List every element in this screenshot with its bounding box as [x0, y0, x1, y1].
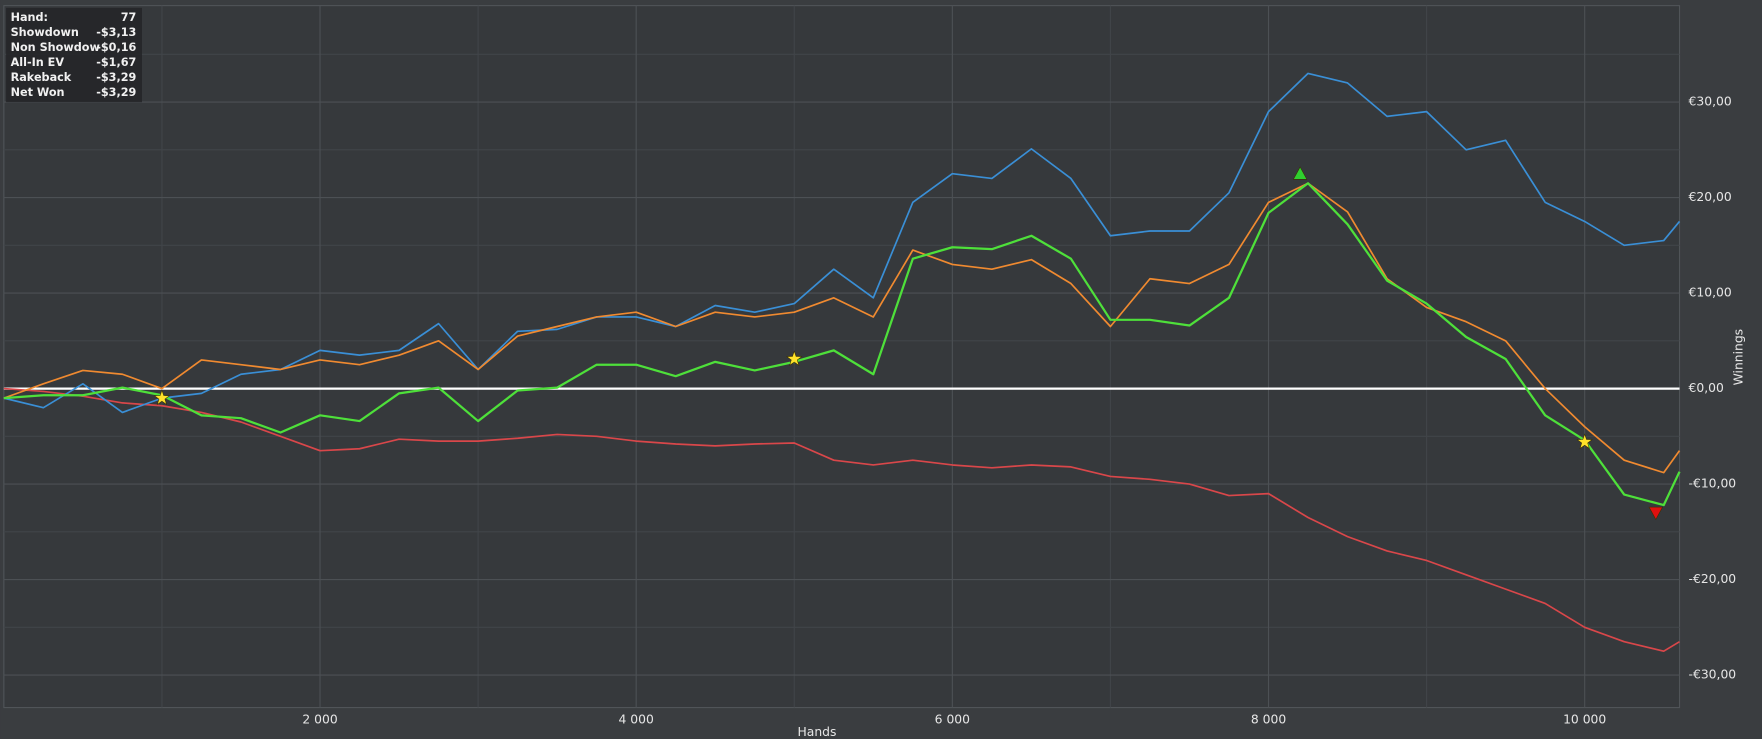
x-axis-label: Hands: [798, 725, 837, 739]
info-label: Non Showdow: [11, 41, 100, 54]
info-label: Rakeback: [11, 71, 72, 84]
info-value: 77: [121, 11, 137, 24]
markers: [153, 166, 1664, 521]
info-label: All-In EV: [11, 56, 65, 69]
plot-area: [3, 5, 1681, 709]
x-tick-label: 6 000: [935, 712, 970, 726]
y-tick-label: €30,00: [1689, 95, 1732, 109]
info-value: -$3,29: [96, 86, 136, 99]
y-tick-label: €20,00: [1689, 190, 1732, 204]
y-tick-label: -€10,00: [1689, 477, 1737, 491]
y-axis-label: Winnings: [1732, 329, 1746, 386]
marker: [153, 389, 171, 406]
info-label: Net Won: [11, 86, 65, 99]
marker: [785, 350, 803, 367]
info-value: -$3,13: [96, 26, 136, 39]
info-value: -$0,16: [96, 41, 136, 54]
y-tick-label: €10,00: [1689, 286, 1732, 300]
grid: [3, 5, 1680, 708]
x-tick-label: 10 000: [1563, 712, 1606, 726]
y-tick-label: -€20,00: [1689, 572, 1737, 586]
y-tick-label: €0,00: [1689, 381, 1724, 395]
series-line: [3, 182, 1681, 474]
series-line: [3, 72, 1681, 414]
marker: [1292, 166, 1308, 180]
x-tick-label: 8 000: [1251, 712, 1286, 726]
marker: [1648, 506, 1664, 521]
x-tick-label: 4 000: [619, 712, 654, 726]
series-line: [3, 182, 1681, 507]
info-box-bg: [6, 7, 143, 103]
info-label: Hand:: [11, 11, 48, 24]
lines: [3, 72, 1681, 653]
info-label: Showdown: [11, 26, 79, 39]
info-box: Hand: 77 Showdown -$3,13 Non Showdow-$0,16 Al…: [6, 7, 143, 103]
x-tick-label: 2 000: [302, 712, 337, 726]
info-value: -$1,67: [96, 56, 136, 69]
marker: [1576, 433, 1593, 450]
series-line: [3, 387, 1680, 653]
y-tick-label: -€30,00: [1689, 668, 1737, 682]
info-value: -$3,29: [96, 71, 136, 84]
